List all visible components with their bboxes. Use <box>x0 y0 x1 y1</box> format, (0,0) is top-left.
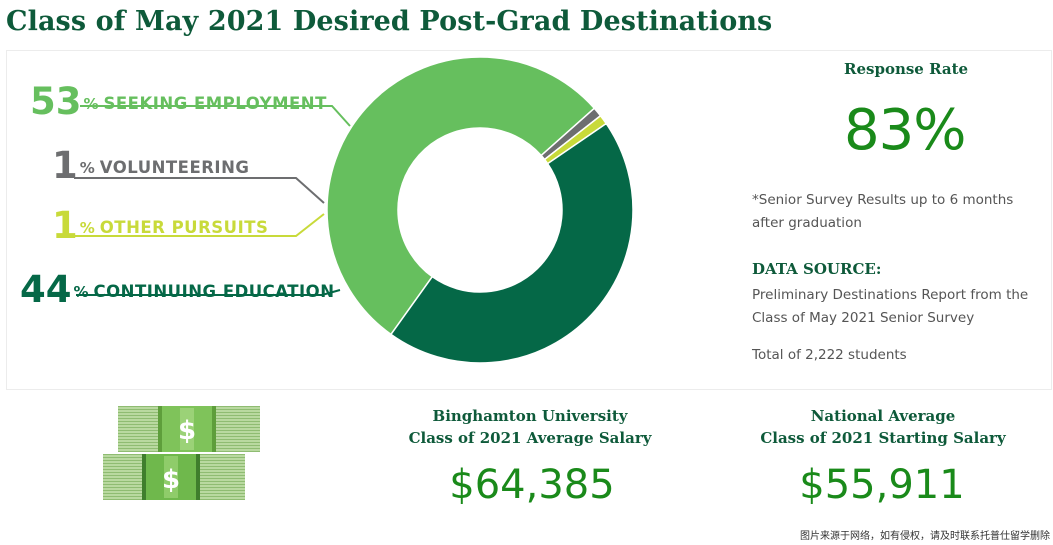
label-volunteering: 1 % VOLUNTEERING <box>52 144 250 187</box>
image-source-note: 图片来源于网络，如有侵权，请及时联系托普仕留学删除 <box>800 531 1050 542</box>
leader-line-other-pursuits <box>74 213 325 237</box>
dollar-sign: $ <box>178 416 196 446</box>
leader-line-volunteering <box>74 177 325 204</box>
bu-salary-heading: Binghamton University Class of 2021 Aver… <box>380 405 680 449</box>
label-other-pursuits: 1 % OTHER PURSUITS <box>52 204 269 247</box>
bu-salary-value: $64,385 <box>449 462 615 508</box>
response-rate-heading: Response Rate <box>844 60 969 78</box>
slice-seeking-employment <box>326 56 596 336</box>
national-salary-line2: Class of 2021 Starting Salary <box>760 429 1006 447</box>
total-students: Total of 2,222 students <box>752 347 907 363</box>
money-stack-icon: $ $ <box>103 406 260 500</box>
data-source-text: Preliminary Destinations Report from the… <box>752 287 1029 326</box>
text-volunteering: VOLUNTEERING <box>99 158 250 177</box>
data-source-heading: DATA SOURCE: <box>752 260 882 278</box>
text-other-pursuits: OTHER PURSUITS <box>99 218 269 237</box>
response-rate-value: 83% <box>844 98 966 163</box>
bu-salary-line2: Class of 2021 Average Salary <box>408 429 652 447</box>
national-salary-value: $55,911 <box>799 462 965 508</box>
pct-sign: % <box>83 95 99 113</box>
pct-sign: % <box>79 159 95 177</box>
pct-sign: % <box>73 283 89 301</box>
text-seeking-employment: SEEKING EMPLOYMENT <box>103 94 327 113</box>
slice-continuing-education <box>389 122 634 364</box>
national-salary-heading: National Average Class of 2021 Starting … <box>733 405 1033 449</box>
donut-chart <box>74 56 634 364</box>
label-seeking-employment: 53 % SEEKING EMPLOYMENT <box>30 80 327 123</box>
pct-other-pursuits: 1 <box>52 204 78 247</box>
survey-note: *Senior Survey Results up to 6 months af… <box>752 192 1014 231</box>
leader-line-continuing-education <box>76 289 341 296</box>
pct-seeking-employment: 53 <box>30 80 82 123</box>
pct-continuing-education: 44 <box>20 268 72 311</box>
leader-line-seeking-employment <box>80 105 351 127</box>
page-title: Class of May 2021 Desired Post-Grad Dest… <box>6 6 773 37</box>
pct-volunteering: 1 <box>52 144 78 187</box>
label-continuing-education: 44 % CONTINUING EDUCATION <box>20 268 335 311</box>
national-salary-line1: National Average <box>810 407 956 425</box>
dollar-sign: $ <box>162 465 180 495</box>
text-continuing-education: CONTINUING EDUCATION <box>93 282 335 301</box>
pct-sign: % <box>79 219 95 237</box>
chart-panel <box>6 50 1052 390</box>
bu-salary-line1: Binghamton University <box>432 407 628 425</box>
